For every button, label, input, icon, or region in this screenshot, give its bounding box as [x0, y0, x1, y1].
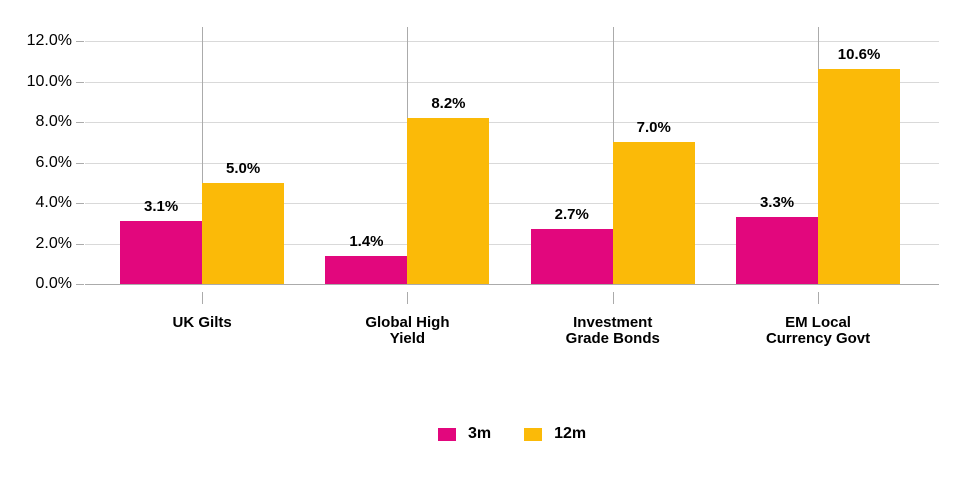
gridline-horizontal: [85, 81, 939, 83]
category-label: Investment Grade Bonds: [565, 314, 660, 347]
x-axis-tick: [202, 292, 204, 304]
x-axis-line: [85, 284, 939, 285]
y-axis-tick: [76, 243, 84, 245]
y-axis-tick: [76, 162, 84, 164]
category-label: EM Local Currency Govt: [765, 314, 871, 347]
y-axis-tick-label: 12.0%: [26, 32, 72, 49]
x-axis-tick: [407, 292, 409, 304]
y-axis-tick-label: 6.0%: [35, 153, 72, 171]
bar-3m-3: [736, 217, 819, 284]
bar-12m-3: [818, 69, 901, 284]
value-label: 5.0%: [226, 159, 261, 177]
category-label: Global High Yield: [365, 314, 450, 347]
category-label: UK Gilts: [172, 314, 232, 331]
bar-3m-2: [530, 229, 613, 284]
y-axis-tick-label: 0.0%: [35, 275, 72, 292]
value-label: 3.3%: [759, 194, 795, 212]
legend-label-12m: 12m: [554, 425, 587, 442]
gridline-horizontal: [85, 122, 939, 123]
y-axis-tick-label: 10.0%: [26, 72, 72, 90]
bar-12m-2: [612, 142, 695, 284]
legend-swatch-12m: [524, 427, 543, 441]
y-axis-tick-label: 2.0%: [35, 234, 72, 252]
value-label: 8.2%: [431, 94, 466, 112]
legend-item-12m: 12m: [524, 426, 586, 442]
value-label: 10.6%: [837, 46, 881, 64]
value-label: 2.7%: [554, 206, 589, 224]
legend-swatch-3m: [438, 427, 456, 441]
y-axis-tick: [76, 284, 84, 285]
y-axis-tick-label: 4.0%: [35, 194, 72, 211]
x-axis-tick: [612, 292, 614, 304]
bar-3m-1: [325, 255, 408, 284]
value-label: 7.0%: [636, 119, 671, 137]
y-axis-tick-label: 8.0%: [35, 113, 72, 130]
value-label: 3.1%: [144, 198, 179, 216]
x-axis-tick: [818, 292, 820, 304]
y-axis-tick: [76, 81, 84, 83]
bar-3m-0: [120, 221, 203, 284]
y-axis-tick: [76, 41, 84, 42]
bar-12m-0: [202, 182, 285, 284]
legend-label-3m: 3m: [468, 425, 492, 442]
legend-item-3m: 3m: [438, 426, 491, 442]
gridline-horizontal: [85, 41, 939, 42]
bar-12m-1: [407, 117, 490, 284]
y-axis-tick: [76, 122, 84, 123]
y-axis-tick: [76, 203, 84, 204]
legend: 3m 12m: [438, 426, 586, 442]
value-label: 1.4%: [349, 232, 384, 250]
